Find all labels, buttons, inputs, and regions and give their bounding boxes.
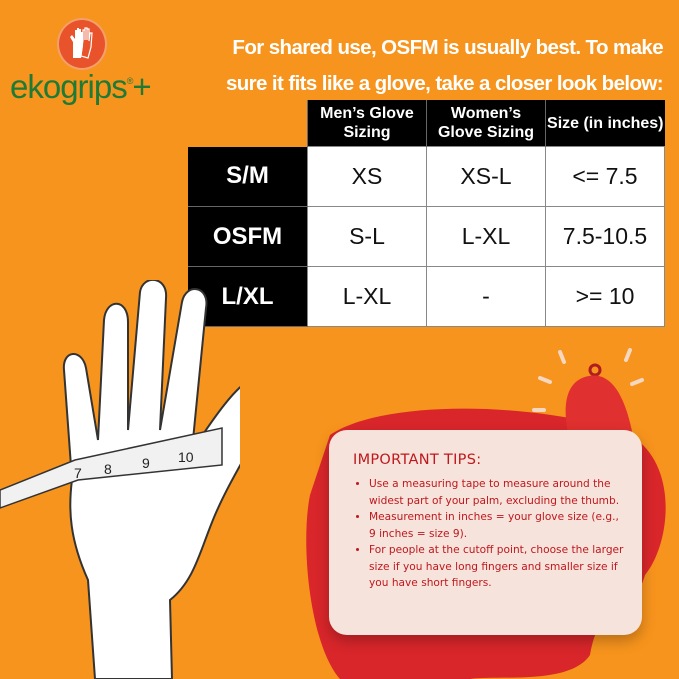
headline: For shared use, OSFM is usually best. To… [225, 30, 664, 102]
brand-plus: + [132, 68, 151, 105]
tape-mark: 10 [178, 449, 194, 465]
tips-list: Use a measuring tape to measure around t… [353, 476, 628, 592]
brand-name: ekogrips [10, 68, 128, 105]
size-chart-table: Men’s Glove Sizing Women’s Glove Sizing … [188, 100, 665, 327]
tape-mark: 7 [74, 465, 82, 481]
table-header-row: Men’s Glove Sizing Women’s Glove Sizing … [188, 100, 665, 147]
tip-item: Measurement in inches = your glove size … [369, 509, 628, 542]
hand-illustration: 7 8 9 10 [0, 280, 240, 679]
table-row: OSFM S-L L-XL 7.5-10.5 [188, 206, 665, 267]
table-cell: - [426, 266, 546, 327]
headline-line-2: sure it fits like a glove, take a closer… [225, 72, 664, 95]
table-cell: <= 7.5 [545, 146, 665, 207]
tip-item: Use a measuring tape to measure around t… [369, 476, 628, 509]
table-cell: L-XL [307, 266, 427, 327]
tape-mark: 8 [104, 461, 112, 477]
table-cell: >= 10 [545, 266, 665, 327]
table-row: L/XL L-XL - >= 10 [188, 266, 665, 327]
table-cell: XS [307, 146, 427, 207]
row-label: L/XL [188, 266, 308, 327]
table-cell: L-XL [426, 206, 546, 267]
brand-logo: ekogrips®+ [10, 18, 170, 105]
header-mens: Men’s Glove Sizing [307, 100, 427, 147]
important-tips-card: IMPORTANT TIPS: Use a measuring tape to … [329, 430, 642, 635]
row-label: S/M [188, 146, 308, 207]
header-size: Size (in inches) [545, 100, 665, 147]
table-cell: 7.5-10.5 [545, 206, 665, 267]
table-row: S/M XS XS-L <= 7.5 [188, 146, 665, 207]
header-womens: Women’s Glove Sizing [426, 100, 546, 147]
tip-item: For people at the cutoff point, choose t… [369, 542, 628, 592]
tips-title: IMPORTANT TIPS: [353, 452, 482, 468]
tape-mark: 9 [142, 455, 150, 471]
headline-line-1: For shared use, OSFM is usually best. To… [232, 36, 663, 59]
table-cell: XS-L [426, 146, 546, 207]
measuring-tape [0, 427, 223, 509]
registered-mark: ® [126, 76, 134, 86]
glove-logo-icon [57, 18, 107, 70]
table-cell: S-L [307, 206, 427, 267]
row-label: OSFM [188, 206, 308, 267]
